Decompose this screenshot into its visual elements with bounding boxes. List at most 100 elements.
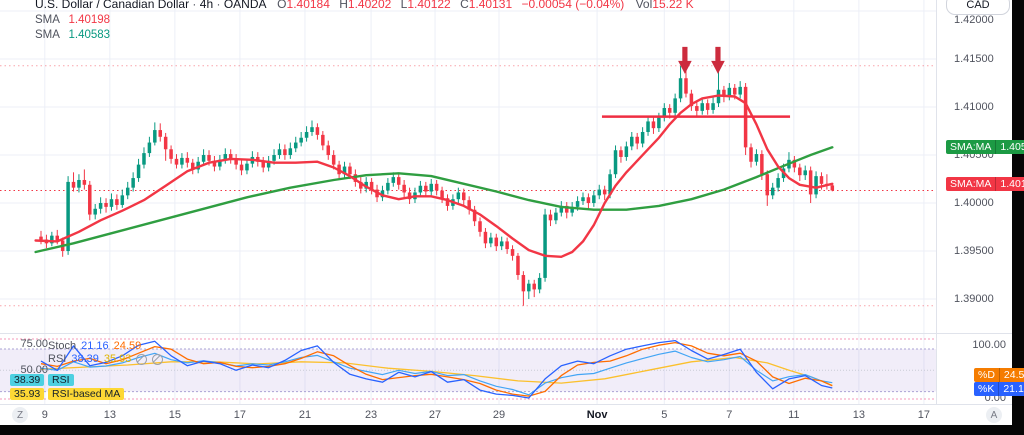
sma-slow-legend[interactable]: SMA 1.40583	[35, 29, 110, 41]
candle-body	[722, 89, 726, 97]
sma-slow-label: SMA	[35, 29, 60, 41]
down-arrow-icon[interactable]	[678, 46, 692, 74]
candle-body	[673, 98, 677, 113]
candle-body	[266, 160, 271, 168]
candle-body	[239, 164, 244, 171]
candle-body	[169, 149, 173, 159]
candle-body	[39, 236, 43, 240]
rsi-label-badge[interactable]: RSI	[48, 374, 74, 386]
low-label: L	[400, 0, 408, 11]
sma-slow-axis-badge[interactable]: SMA:MA 1.40583	[946, 140, 1024, 155]
candle-body	[765, 174, 770, 196]
candle-body	[733, 87, 737, 95]
candle-body	[776, 178, 780, 188]
time-tick-label: 17	[233, 409, 247, 421]
candle-body	[245, 163, 249, 171]
candle-body	[310, 127, 314, 132]
candle-body	[640, 131, 645, 144]
candle-body	[407, 192, 412, 200]
candle-body	[299, 137, 303, 143]
open-value: 1.40184	[286, 0, 330, 11]
candle-body	[315, 127, 320, 135]
candle-body	[483, 231, 488, 244]
sma-slow-line[interactable]	[34, 146, 834, 254]
rsi-legend[interactable]: RSI 38.39 35.93	[48, 353, 164, 365]
chart-canvas[interactable]	[0, 0, 1012, 425]
price-tick-label: 1.39000	[954, 293, 994, 306]
candle-body	[353, 174, 358, 182]
candle-body	[88, 184, 92, 215]
close-label: C	[460, 0, 469, 11]
candle-body	[71, 181, 76, 188]
candle-body	[494, 237, 499, 247]
time-axis-separator	[0, 404, 1012, 405]
candle-body	[527, 283, 531, 292]
candle-body	[158, 130, 162, 137]
candle-body	[770, 187, 775, 196]
candle-body	[662, 107, 667, 118]
candle-body	[223, 154, 228, 160]
stoch-name[interactable]: Stoch	[48, 340, 77, 352]
pane-separator[interactable]	[0, 333, 1012, 334]
low-value: 1.40122	[407, 0, 451, 11]
stoch-legend[interactable]: Stoch 21.16 24.59	[48, 340, 141, 352]
candle-body	[554, 212, 558, 221]
candle-body	[359, 181, 363, 189]
time-tick-label: 29	[492, 409, 506, 421]
candle-body	[597, 189, 602, 196]
price-tick-label: 1.41500	[954, 53, 994, 66]
stoch-d-value: 24.59	[113, 340, 142, 352]
eye-icon[interactable]	[136, 353, 148, 365]
rsi-name[interactable]: RSI	[48, 353, 67, 365]
candle-body	[125, 187, 130, 196]
candle-body	[689, 93, 694, 107]
timeframe[interactable]: 4h	[199, 0, 214, 11]
candle-body	[288, 148, 293, 156]
symbol-legend[interactable]: U.S. Dollar / Canadian Dollar · 4h · OAN…	[35, 0, 694, 12]
currency-unit-button[interactable]: CAD	[946, 0, 1010, 15]
candle-body	[608, 174, 612, 195]
symbol-title[interactable]: U.S. Dollar / Canadian Dollar	[35, 0, 190, 11]
candle-body	[564, 205, 569, 213]
candle-body	[277, 149, 282, 156]
high-label: H	[339, 0, 348, 11]
candle-body	[304, 131, 309, 138]
time-tick-label: 21	[298, 409, 312, 421]
volume-label: Vol	[635, 0, 653, 11]
candle-body	[814, 176, 818, 195]
more-options-icon[interactable]	[152, 353, 164, 365]
candle-body	[109, 199, 114, 207]
auto-scale-button[interactable]: A	[986, 407, 1002, 423]
candle-body	[228, 154, 233, 159]
change-value: −0.00054 (−0.04%)	[521, 0, 625, 11]
stoch-k-axis-badge[interactable]: %K 21.16	[974, 382, 1024, 396]
timezone-button[interactable]: Z	[12, 407, 28, 423]
down-arrow-icon[interactable]	[711, 46, 725, 74]
candle-body	[570, 206, 574, 213]
candle-body	[830, 185, 835, 191]
time-tick-label: 7	[726, 409, 733, 421]
open-label: O	[277, 0, 287, 11]
sma-fast-legend[interactable]: SMA 1.40198	[35, 14, 110, 26]
time-axis[interactable]: Z 9 13 15 17 21 23 27 29 Nov 5 7 11 13 17 A	[0, 405, 1012, 425]
rsi-ma-label-badge[interactable]: RSI-based MA	[48, 388, 125, 400]
time-tick-label: 5	[661, 409, 668, 421]
candle-body	[798, 167, 802, 176]
candle-body	[456, 192, 461, 200]
rsi-ma-value: 35.93	[103, 353, 132, 365]
candle-body	[98, 203, 103, 209]
candle-body	[50, 235, 54, 244]
candle-body	[434, 183, 439, 191]
candle-body	[272, 155, 276, 161]
candle-body	[489, 237, 493, 244]
sma-fast-axis-badge[interactable]: SMA:MA 1.40198	[946, 177, 1024, 192]
stoch-d-axis-badge[interactable]: %D 24.59	[974, 368, 1024, 382]
time-tick-label: 11	[788, 409, 800, 421]
sma-fast-line[interactable]	[34, 94, 834, 258]
candle-body	[402, 184, 406, 193]
price-axis-separator[interactable]	[936, 0, 937, 425]
price-tick-label: 1.40000	[954, 197, 994, 210]
rsi-line	[40, 350, 833, 396]
candle-body	[575, 201, 580, 207]
time-tick-label: 27	[428, 409, 442, 421]
